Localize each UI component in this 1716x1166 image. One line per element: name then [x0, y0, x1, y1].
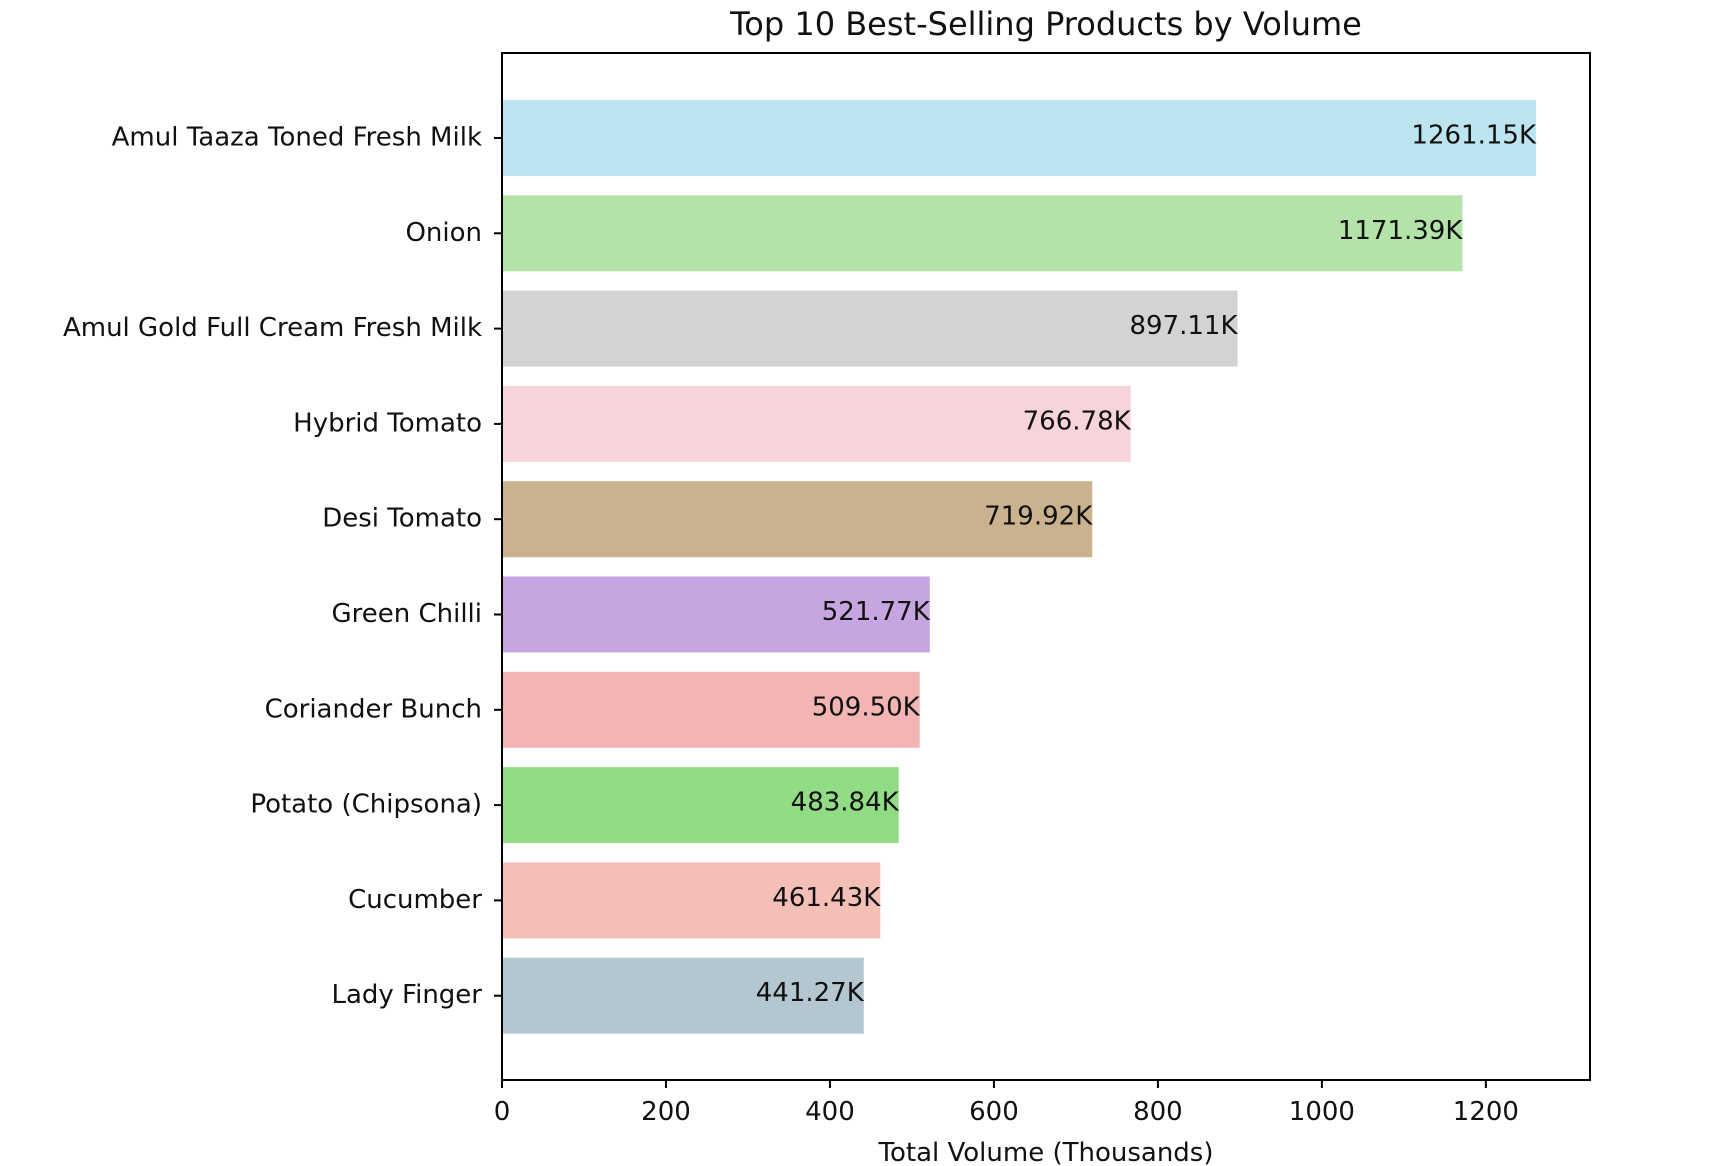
y-tick-label: Amul Taaza Toned Fresh Milk — [112, 123, 482, 153]
bar-value-label: 1261.15K — [1411, 121, 1537, 151]
bar-value-label: 461.43K — [772, 883, 881, 913]
x-tick-label: 1000 — [1289, 1097, 1355, 1127]
plot-frame — [501, 52, 1591, 1081]
bar-value-label: 897.11K — [1130, 311, 1239, 341]
y-tick-label: Onion — [405, 218, 482, 248]
bar — [502, 195, 1463, 272]
y-tick-label: Green Chilli — [331, 599, 482, 629]
bar-value-label: 521.77K — [822, 597, 931, 627]
y-axis: Amul Taaza Toned Fresh Milk Onion Amul Gol… — [63, 123, 502, 1010]
y-tick-label: Coriander Bunch — [265, 694, 482, 724]
bar — [502, 290, 1238, 367]
x-tick-label: 800 — [1133, 1097, 1183, 1127]
bar — [502, 671, 920, 748]
x-tick-label: 200 — [641, 1097, 691, 1127]
x-tick-label: 600 — [969, 1097, 1019, 1127]
y-tick-label: Potato (Chipsona) — [250, 790, 482, 820]
x-tick-label: 400 — [805, 1097, 855, 1127]
x-axis-label: Total Volume (Thousands) — [878, 1138, 1214, 1166]
bar-value-label: 1171.39K — [1338, 216, 1464, 246]
y-tick-label: Desi Tomato — [322, 504, 482, 534]
bar — [502, 100, 1537, 176]
x-tick-label: 1200 — [1453, 1097, 1519, 1127]
bars-group — [502, 100, 1537, 1034]
bar-value-label: 766.78K — [1023, 406, 1132, 436]
bar — [502, 385, 1131, 462]
data-labels-group: 1261.15K 1171.39K 897.11K 766.78K 719.92K 521… — [756, 121, 1537, 1009]
bar — [502, 957, 864, 1034]
y-tick-label: Lady Finger — [331, 980, 482, 1010]
chart-title: Top 10 Best-Selling Products by Volume — [729, 5, 1362, 43]
bar-value-label: 719.92K — [984, 502, 1093, 532]
x-tick-label: 0 — [494, 1097, 511, 1127]
bar — [502, 576, 930, 653]
bar — [502, 481, 1093, 558]
bar-value-label: 509.50K — [812, 692, 921, 722]
bar — [502, 767, 899, 844]
bar — [502, 862, 881, 939]
y-tick-label: Amul Gold Full Cream Fresh Milk — [63, 313, 482, 343]
bar-value-label: 483.84K — [791, 788, 900, 818]
bar-value-label: 441.27K — [756, 978, 865, 1008]
y-tick-label: Hybrid Tomato — [293, 408, 482, 438]
y-tick-label: Cucumber — [348, 885, 482, 915]
x-axis: 0 200 400 600 800 1000 1200 — [494, 1080, 1519, 1127]
